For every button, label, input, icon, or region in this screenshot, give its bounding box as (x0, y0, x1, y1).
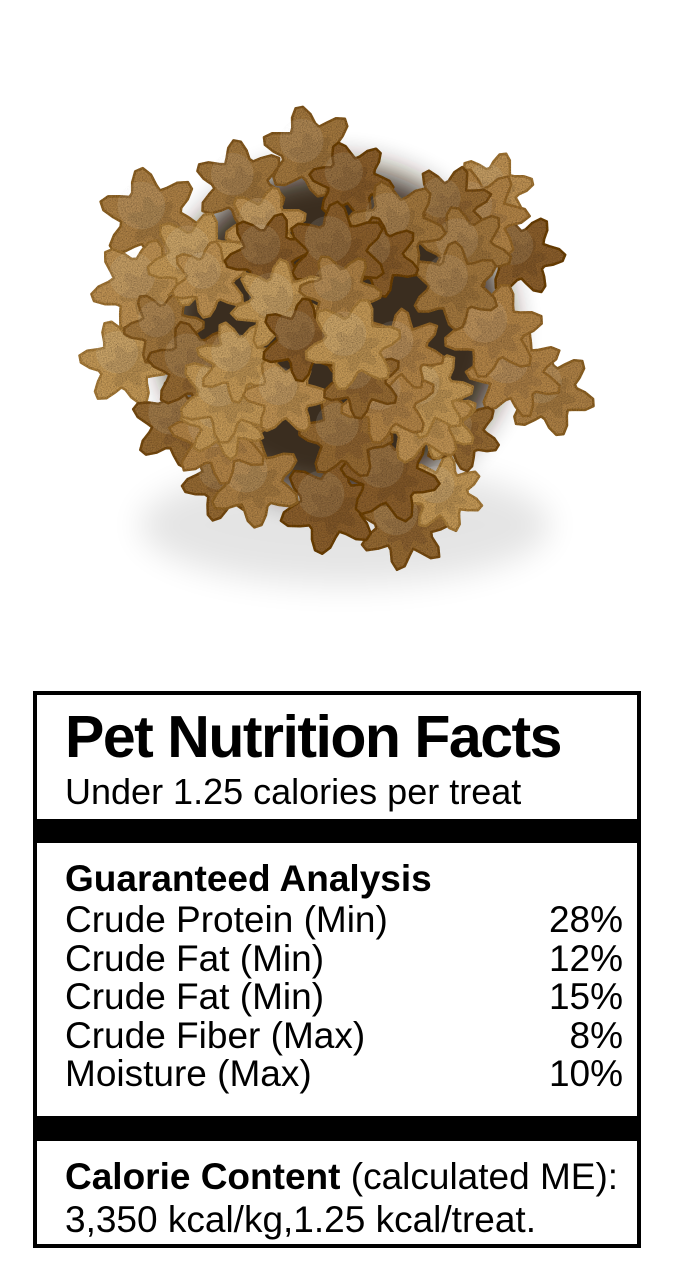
analysis-row-value: 10% (548, 1053, 623, 1095)
calorie-heading-suffix: (calculated ME): (340, 1156, 619, 1197)
analysis-row-label: Crude Fiber (Max) (65, 1014, 366, 1056)
analysis-row-value: 28% (548, 899, 623, 940)
guaranteed-analysis-section: Guaranteed Analysis Crude Protein (Min) … (37, 843, 637, 1116)
analysis-row: Crude Fat (Min) 15% (65, 978, 623, 1017)
analysis-row: Crude Protein (Min) 28% (65, 899, 623, 940)
analysis-row-value: 15% (548, 976, 623, 1018)
analysis-row-value: 12% (548, 937, 623, 979)
label-title: Pet Nutrition Facts (65, 704, 563, 770)
calorie-heading-line: Calorie Content (calculated ME): (65, 1155, 623, 1198)
analysis-row-label: Moisture (Max) (65, 1053, 312, 1095)
calorie-values: 3,350 kcal/kg,1.25 kcal/treat. (65, 1199, 536, 1240)
label-subtitle: Under 1.25 calories per treat (65, 771, 522, 812)
nutrition-label: Pet Nutrition Facts Under 1.25 calories … (33, 691, 641, 1248)
analysis-row-label: Crude Protein (Min) (65, 899, 388, 940)
calorie-heading: Calorie Content (65, 1156, 341, 1197)
treats-illustration (78, 105, 595, 585)
analysis-row: Moisture (Max) 10% (65, 1055, 623, 1094)
analysis-heading: Guaranteed Analysis (65, 858, 432, 899)
divider-bar-top (37, 819, 637, 843)
analysis-row-value: 8% (569, 1014, 623, 1056)
analysis-row: Crude Fiber (Max) 8% (65, 1014, 623, 1056)
analysis-row-label: Crude Fat (Min) (65, 976, 325, 1018)
treats-photo (78, 105, 595, 585)
calorie-content-section: Calorie Content (calculated ME): 3,350 k… (37, 1141, 637, 1244)
analysis-row-label: Crude Fat (Min) (65, 937, 325, 979)
divider-bar-bottom (37, 1116, 637, 1141)
label-header: Pet Nutrition Facts Under 1.25 calories … (37, 695, 637, 819)
analysis-row: Crude Fat (Min) 12% (65, 937, 623, 979)
